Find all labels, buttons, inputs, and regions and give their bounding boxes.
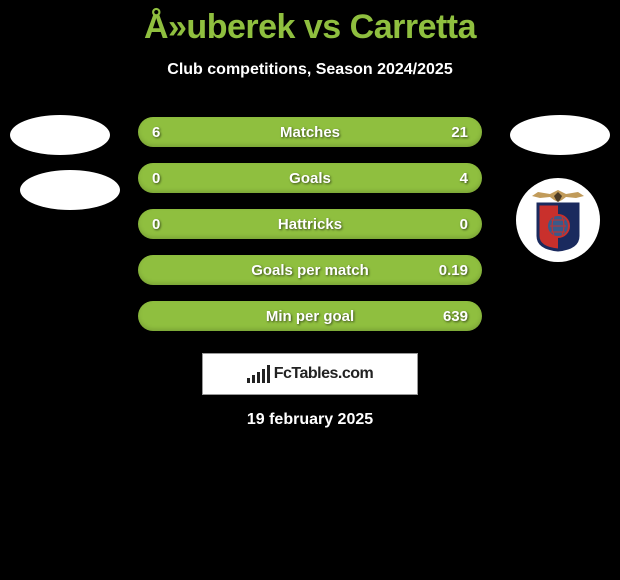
stat-left-value: 0: [152, 216, 160, 233]
stats-container: 6 Matches 21 0 Goals 4 0 Hattricks 0 Goa…: [138, 117, 482, 331]
stat-label: Min per goal: [266, 308, 354, 325]
stat-label: Matches: [280, 124, 340, 141]
logo-bars-icon: [247, 365, 270, 383]
stat-bar-goals: 0 Goals 4: [138, 163, 482, 193]
badge-left-top: [10, 115, 110, 155]
club-crest: [516, 178, 600, 262]
stat-right-value: 0: [460, 216, 468, 233]
date-text: 19 february 2025: [0, 411, 620, 429]
shield-icon: [536, 202, 580, 252]
stat-label: Goals: [289, 170, 331, 187]
stat-label: Hattricks: [278, 216, 342, 233]
stat-bar-goals-per-match: Goals per match 0.19: [138, 255, 482, 285]
page-subtitle: Club competitions, Season 2024/2025: [0, 61, 620, 79]
stat-right-value: 0.19: [439, 262, 468, 279]
site-logo: FcTables.com: [202, 353, 418, 395]
logo-text: FcTables.com: [274, 365, 374, 383]
stat-bar-hattricks: 0 Hattricks 0: [138, 209, 482, 239]
stat-left-value: 0: [152, 170, 160, 187]
stat-right-value: 639: [443, 308, 468, 325]
stat-bar-min-per-goal: Min per goal 639: [138, 301, 482, 331]
badge-right-top: [510, 115, 610, 155]
page-title: Å»uberek vs Carretta: [0, 0, 620, 47]
stat-right-value: 4: [460, 170, 468, 187]
stat-label: Goals per match: [251, 262, 369, 279]
badge-left-bottom: [20, 170, 120, 210]
stat-left-value: 6: [152, 124, 160, 141]
stat-right-value: 21: [451, 124, 468, 141]
stat-bar-matches: 6 Matches 21: [138, 117, 482, 147]
